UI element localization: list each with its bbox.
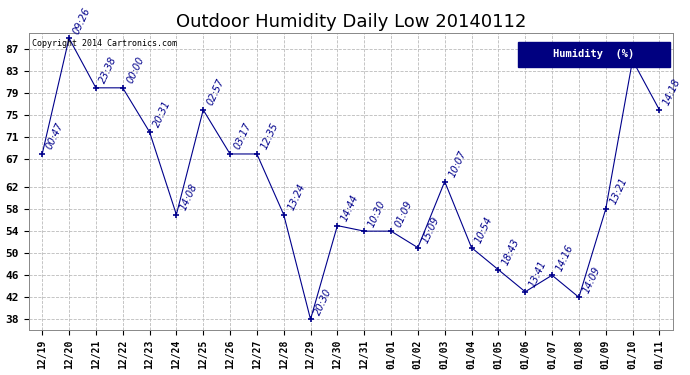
Text: 00:: 00: [635,39,651,57]
Text: 13:41: 13:41 [527,259,549,289]
Text: 10:07: 10:07 [447,149,468,179]
Text: 20:30: 20:30 [313,287,334,316]
Text: 13:21: 13:21 [608,177,629,206]
Text: 18:43: 18:43 [500,237,522,267]
Text: 10:30: 10:30 [366,198,387,228]
FancyBboxPatch shape [518,42,669,67]
Text: 20:31: 20:31 [152,99,172,129]
Text: 14:16: 14:16 [554,243,575,273]
Text: 00:47: 00:47 [44,122,66,151]
Text: 01:09: 01:09 [393,198,414,228]
Text: 02:57: 02:57 [206,77,226,107]
Text: 14:44: 14:44 [339,193,360,223]
Text: 09:26: 09:26 [71,6,92,36]
Text: 23:38: 23:38 [98,55,119,85]
Text: 03:17: 03:17 [232,122,253,151]
Text: 12:35: 12:35 [259,122,280,151]
Text: 15:09: 15:09 [420,215,441,245]
Title: Outdoor Humidity Daily Low 20140112: Outdoor Humidity Daily Low 20140112 [175,13,526,31]
Text: Copyright 2014 Cartronics.com: Copyright 2014 Cartronics.com [32,39,177,48]
Text: 10:54: 10:54 [474,215,495,245]
Text: 14:08: 14:08 [179,182,199,212]
Text: Humidity  (%): Humidity (%) [553,49,635,59]
Text: 13:24: 13:24 [286,182,307,212]
Text: 00:00: 00:00 [125,55,146,85]
Text: 14:09: 14:09 [581,265,602,294]
Text: 14:18: 14:18 [662,77,682,107]
